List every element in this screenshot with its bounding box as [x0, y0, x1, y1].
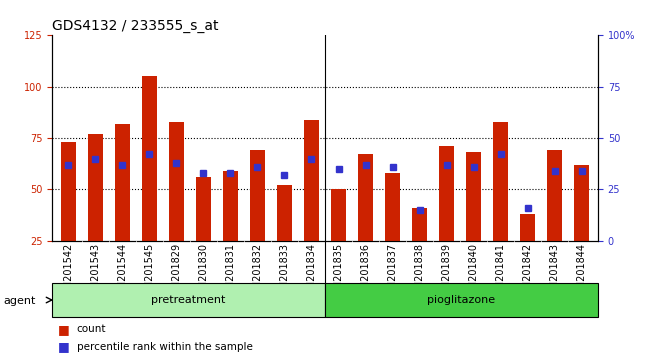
Bar [250, 150, 265, 241]
Text: pretreatment: pretreatment [151, 295, 226, 305]
Text: GSM201838: GSM201838 [415, 243, 424, 302]
Text: GSM201830: GSM201830 [198, 243, 209, 302]
Text: GSM201545: GSM201545 [144, 243, 154, 302]
Text: agent: agent [3, 296, 36, 306]
Text: GSM201831: GSM201831 [226, 243, 235, 302]
Text: GSM201843: GSM201843 [550, 243, 560, 302]
Bar [277, 185, 292, 241]
Text: GSM201836: GSM201836 [361, 243, 370, 302]
Bar [169, 122, 184, 241]
Bar [547, 150, 562, 241]
FancyBboxPatch shape [325, 283, 598, 317]
Bar [61, 142, 75, 241]
FancyBboxPatch shape [52, 283, 325, 317]
Text: GSM201544: GSM201544 [117, 243, 127, 302]
Text: GSM201841: GSM201841 [496, 243, 506, 302]
Text: ■: ■ [57, 341, 69, 353]
Text: GSM201833: GSM201833 [280, 243, 289, 302]
Text: GSM201835: GSM201835 [333, 243, 343, 302]
Text: GSM201840: GSM201840 [469, 243, 478, 302]
Text: GSM201842: GSM201842 [523, 243, 533, 302]
Bar [196, 177, 211, 241]
Text: GSM201837: GSM201837 [387, 243, 398, 302]
Text: pioglitazone: pioglitazone [428, 295, 495, 305]
Text: GSM201829: GSM201829 [172, 243, 181, 302]
Bar [358, 154, 373, 241]
Bar [223, 171, 238, 241]
Bar [331, 189, 346, 241]
Text: GSM201844: GSM201844 [577, 243, 587, 302]
Bar [520, 214, 535, 241]
Text: GSM201542: GSM201542 [63, 243, 73, 302]
Text: GDS4132 / 233555_s_at: GDS4132 / 233555_s_at [52, 19, 218, 33]
Bar [412, 208, 427, 241]
Text: count: count [77, 324, 106, 334]
Text: GSM201832: GSM201832 [252, 243, 263, 302]
Bar [88, 134, 103, 241]
Bar [439, 146, 454, 241]
Text: GSM201543: GSM201543 [90, 243, 100, 302]
Bar [142, 76, 157, 241]
Bar [385, 173, 400, 241]
Bar [575, 165, 589, 241]
Text: ■: ■ [57, 323, 69, 336]
Text: GSM201834: GSM201834 [307, 243, 317, 302]
Bar [466, 153, 481, 241]
Text: GSM201839: GSM201839 [441, 243, 452, 302]
Text: percentile rank within the sample: percentile rank within the sample [77, 342, 252, 352]
Bar [304, 120, 319, 241]
Bar [115, 124, 130, 241]
Bar [493, 122, 508, 241]
